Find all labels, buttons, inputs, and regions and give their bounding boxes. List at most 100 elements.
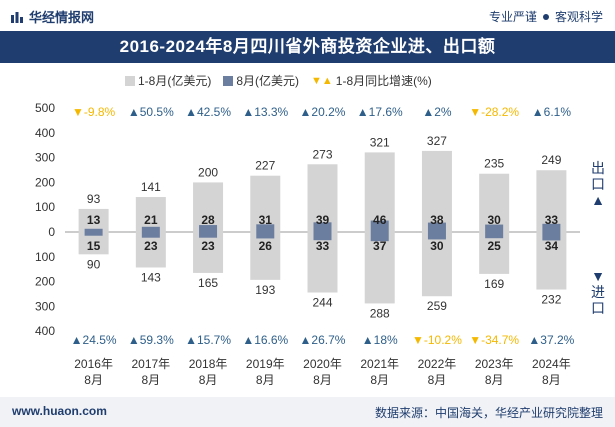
export-side-label: 出口▲ xyxy=(591,160,605,208)
import-month-bar xyxy=(84,232,103,236)
import-growth-label: ▲15.7% xyxy=(185,333,231,347)
export-ytd-label: 321 xyxy=(370,135,390,149)
y-tick-label: 100 xyxy=(35,250,55,264)
export-ytd-label: 273 xyxy=(312,147,332,161)
export-ytd-bar xyxy=(250,175,281,232)
export-month-label: 28 xyxy=(201,213,215,227)
import-ytd-bar xyxy=(536,232,567,290)
export-ytd-bar xyxy=(135,197,166,232)
export-growth-label: ▲13.3% xyxy=(242,105,288,119)
export-ytd-label: 327 xyxy=(427,134,447,148)
export-growth-label: ▲42.5% xyxy=(185,105,231,119)
import-month-label: 23 xyxy=(201,239,215,253)
export-ytd-label: 227 xyxy=(255,159,275,173)
x-tick-label: 2024年 xyxy=(532,357,571,371)
export-growth-label: ▲2% xyxy=(422,105,452,119)
brand: 华经情报网 xyxy=(10,7,94,26)
export-month-bar xyxy=(199,225,218,232)
footer-source: 数据来源：中国海关，华经产业研究院整理 xyxy=(374,406,603,420)
legend-item-month: 8月(亿美元) xyxy=(223,72,299,89)
import-ytd-label: 259 xyxy=(427,299,447,313)
legend-item-growth: ▼▲ 1-8月同比增速(%) xyxy=(311,72,432,89)
import-ytd-label: 193 xyxy=(255,283,275,297)
chart-title: 2016-2024年8月四川省外商投资企业进、出口额 xyxy=(0,31,615,63)
export-ytd-label: 249 xyxy=(541,153,561,167)
import-month-bar xyxy=(313,232,332,241)
import-ytd-label: 232 xyxy=(541,293,561,307)
legend-label-ytd: 1-8月(亿美元) xyxy=(138,74,212,88)
top-bar: 华经情报网 专业严谨 客观科学 xyxy=(0,0,615,30)
chart-legend: 1-8月(亿美元) 8月(亿美元) ▼▲ 1-8月同比增速(%) xyxy=(125,72,432,89)
y-tick-label: 500 xyxy=(35,101,55,115)
x-tick-label: 2023年 xyxy=(475,357,514,371)
footer-site: www.huaon.com xyxy=(12,404,107,418)
import-side-label: ▼进口 xyxy=(591,268,605,316)
export-growth-label: ▲6.1% xyxy=(532,105,572,119)
x-tick-label: 8月 xyxy=(84,373,103,387)
export-month-label: 21 xyxy=(144,213,158,227)
x-tick-label: 8月 xyxy=(313,373,332,387)
y-tick-label: 300 xyxy=(35,151,55,165)
export-month-label: 33 xyxy=(545,213,559,227)
footer: www.huaon.com 数据来源：中国海关，华经产业研究院整理 xyxy=(0,397,615,427)
brand-name: 华经情报网 xyxy=(29,10,95,25)
separator-dot-icon xyxy=(542,13,549,20)
export-month-bar xyxy=(485,224,504,232)
import-month-label: 37 xyxy=(373,239,387,253)
import-ytd-label: 244 xyxy=(312,296,332,310)
export-ytd-bar xyxy=(364,152,395,232)
export-month-bar xyxy=(542,223,561,232)
export-ytd-label: 141 xyxy=(141,180,161,194)
export-ytd-bar xyxy=(421,150,452,232)
legend-label-growth: 1-8月同比增速(%) xyxy=(335,74,432,88)
export-ytd-bar xyxy=(193,182,224,232)
import-month-label: 15 xyxy=(87,239,101,253)
export-growth-label: ▲17.6% xyxy=(357,105,403,119)
y-tick-label: 200 xyxy=(35,275,55,289)
import-growth-label: ▲24.5% xyxy=(71,333,117,347)
y-tick-label: 400 xyxy=(35,324,55,338)
import-growth-label: ▲18% xyxy=(362,333,398,347)
import-ytd-label: 165 xyxy=(198,276,218,290)
import-month-label: 23 xyxy=(144,239,158,253)
export-month-label: 31 xyxy=(259,213,273,227)
y-tick-label: 0 xyxy=(48,225,55,239)
legend-swatch-ytd xyxy=(125,75,135,86)
x-tick-label: 8月 xyxy=(141,373,160,387)
import-growth-label: ▲26.7% xyxy=(300,333,346,347)
export-month-bar xyxy=(141,226,160,232)
import-ytd-bar xyxy=(364,232,395,304)
x-tick-label: 8月 xyxy=(485,373,504,387)
export-month-label: 39 xyxy=(316,213,330,227)
import-month-bar xyxy=(427,232,446,240)
export-month-label: 46 xyxy=(373,213,387,227)
import-growth-label: ▼-10.2% xyxy=(412,333,462,347)
x-tick-label: 2016年 xyxy=(74,357,113,371)
export-growth-label: ▼-28.2% xyxy=(469,105,519,119)
import-ytd-bar xyxy=(421,232,452,297)
x-tick-label: 2022年 xyxy=(418,357,457,371)
import-ytd-bar xyxy=(307,232,338,293)
export-ytd-label: 200 xyxy=(198,165,218,179)
import-growth-label: ▼-34.7% xyxy=(469,333,519,347)
import-month-bar xyxy=(256,232,275,239)
import-month-label: 33 xyxy=(316,239,330,253)
import-ytd-label: 169 xyxy=(484,277,504,291)
export-ytd-bar xyxy=(78,208,109,232)
import-month-bar xyxy=(141,232,160,238)
x-tick-label: 2019年 xyxy=(246,357,285,371)
export-month-bar xyxy=(313,222,332,232)
import-month-label: 34 xyxy=(545,239,559,253)
export-ytd-label: 235 xyxy=(484,157,504,171)
chart-plot: 500 400 300 200 100 0 100 200 300 400 ▼-9.8% 93 90 13… xyxy=(35,101,580,387)
x-tick-label: 2018年 xyxy=(189,357,228,371)
y-tick-label: 100 xyxy=(35,200,55,214)
x-tick-label: 2017年 xyxy=(131,357,170,371)
export-month-label: 13 xyxy=(87,213,101,227)
export-month-bar xyxy=(256,224,275,232)
export-ytd-bar xyxy=(536,170,567,232)
export-month-label: 30 xyxy=(487,213,501,227)
import-ytd-label: 143 xyxy=(141,270,161,284)
header-tags: 专业严谨 客观科学 xyxy=(489,8,603,25)
y-tick-label: 400 xyxy=(35,126,55,140)
